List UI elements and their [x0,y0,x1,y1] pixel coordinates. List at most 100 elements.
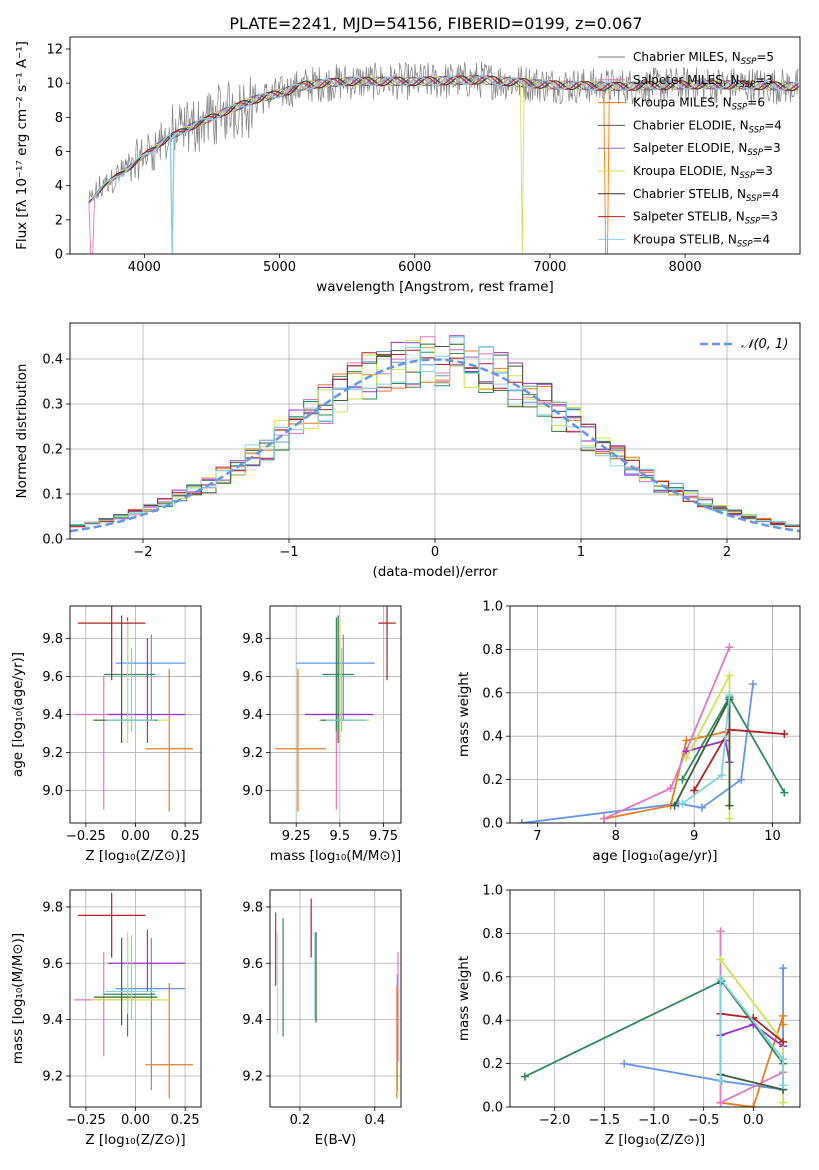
weight-marker [520,1072,529,1081]
tick-label-x: −2 [133,545,152,560]
weight-marker [716,955,725,964]
axes-frame [509,889,801,1108]
weight-marker [716,1098,725,1107]
tick-label-y: 0.6 [482,970,503,985]
panel-weight_vs_age: 7 8 9 10 0.0 0.2 0.4 0.6 0.8 1.0 age [log₁₀(age/yr… [456,600,801,864]
weight-marker [682,736,691,745]
y-axis-label: age [log₁₀(age/yr)] [10,652,26,777]
tick-label-y: 0.2 [42,443,63,458]
weight-marker [620,1059,629,1068]
x-axis-label: age [log₁₀(age/yr)] [592,848,717,864]
tick-label-x: −2.0 [539,1113,571,1128]
legend-label: Kroupa ELODIE, NSSP=3 [633,164,773,181]
tick-label-x: 8000 [669,260,702,275]
tick-label-y: 9.8 [42,900,63,915]
tick-label-y: 0.3 [42,398,63,413]
legend-label: Salpeter ELODIE, NSSP=3 [633,141,781,158]
weight-marker [779,1055,788,1064]
legend-label: Chabrier MILES, NSSP=5 [633,50,774,67]
weight-marker [690,786,699,795]
weight-line [603,646,731,820]
tick-label-x: 9.5 [330,829,351,844]
tick-label-y: 1.0 [482,884,503,899]
tick-label-y: 9.0 [242,784,263,799]
tick-label-y: 9.4 [42,1013,63,1028]
weight-marker [716,974,725,983]
tick-label-y: 0.0 [482,817,503,832]
tick-label-x: 0.00 [121,1113,150,1128]
weight-marker [666,784,675,793]
weight-marker [725,643,734,652]
weight-marker [716,927,725,936]
tick-label-y: 0.1 [42,488,63,503]
grid-mass_vs_EBV [270,890,401,1107]
legend-label: Kroupa STELIB, NSSP=4 [633,232,770,249]
weight-marker [779,1098,788,1107]
tick-label-y: 9.2 [42,746,63,761]
panel-mass_vs_Z: −0.25 0.00 0.25 9.2 9.4 9.6 9.8 Z [log₁₀(Z/Z⊙)]… [10,889,202,1148]
weight-line [719,976,784,1086]
model-spectrum-7 [88,75,799,204]
weight-line [521,683,754,823]
weight-marker [748,680,757,689]
y-axis-label: Flux [fλ 10⁻¹⁷ erg cm⁻² s⁻¹ A⁻¹] [14,41,30,250]
tick-label-y: 1.0 [482,600,503,615]
tick-label-x: −1.5 [589,1113,621,1128]
tick-label-x: 0.25 [171,1113,200,1128]
tick-label-x: 0.25 [171,829,200,844]
plot-area-mass_vs_EBV [275,898,399,1099]
weight-marker [716,1076,725,1085]
tick-label-y: 9.2 [242,746,263,761]
x-axis-label: Z [log₁₀(Z/Z⊙)] [85,848,185,864]
tick-label-y: 9.8 [242,900,263,915]
tick-label-y: 0.0 [482,1101,503,1116]
tick-label-x: 10 [764,829,781,844]
panel-mass_vs_EBV: 0.2 0.4 9.2 9.4 9.6 9.8 E(B-V) [242,889,402,1148]
tick-label-y: 9.6 [242,670,263,685]
axes-frame [69,889,202,1108]
tick-label-y: 0.0 [42,533,63,548]
tick-label-y: 9.6 [242,957,263,972]
weight-marker [682,753,691,762]
weight-line [603,731,726,820]
panel-age_vs_Z: −0.25 0.00 0.25 9.0 9.2 9.4 9.6 9.8 Z [log₁₀(Z/Z… [10,605,202,864]
weight-marker [678,775,687,784]
tick-label-x: 5000 [263,260,296,275]
tick-label-y: 9.8 [42,632,63,647]
plot-area-mass_vs_Z [73,892,194,1099]
plot-area-residuals [70,335,800,533]
tick-label-x: 7000 [533,260,566,275]
x-axis-label: Z [log₁₀(Z/Z⊙)] [605,1132,705,1148]
tick-label-y: 4 [55,179,63,194]
grid-mass_vs_Z [70,890,201,1107]
tick-label-x: −0.25 [66,1113,106,1128]
weight-marker [737,775,746,784]
model-spectrum-8 [88,74,799,254]
weight-marker [749,1103,758,1107]
tick-label-y: 0.8 [482,927,503,942]
panel-residuals: −2 −1 0 1 2 0.0 0.1 0.2 0.3 0.4 (data-model)/error… [14,322,801,580]
tick-label-x: 0.00 [121,829,150,844]
tick-label-y: 6 [55,145,63,160]
legend-label: Kroupa MILES, NSSP=6 [633,96,765,113]
tick-label-x: −0.5 [688,1113,720,1128]
weight-marker [678,799,687,808]
panel-weight_vs_Z: −2.0 −1.5 −1.0 −0.5 0.0 0.0 0.2 0.4 0.6 0.8 1.0 Z [… [456,884,801,1148]
grid-age_vs_mass [270,606,401,823]
tick-label-x: −1 [279,545,298,560]
weight-marker [670,801,679,810]
legend-label: Chabrier STELIB, NSSP=4 [633,187,779,204]
tick-label-y: 9.8 [242,632,263,647]
weight-marker [725,801,734,810]
axes-frame [69,322,801,540]
legend-label: Salpeter STELIB, NSSP=3 [633,210,778,227]
panel-age_vs_mass: 9.25 9.5 9.75 9.0 9.2 9.4 9.6 9.8 mass [log₁₀(M/… [242,605,402,864]
plot-area-weight_vs_age [517,643,789,823]
panel-spectrum: 4000 5000 6000 7000 8000 0 2 4 6 8 10 12 wavelength … [14,36,801,295]
weight-marker [725,671,734,680]
weight-line [720,1015,784,1107]
figure-title: PLATE=2241, MJD=54156, FIBERID=0199, z=0… [229,14,642,33]
grid-weight_vs_Z [510,889,800,1108]
x-axis-label: E(B-V) [315,1132,357,1148]
tick-label-x: 0.0 [743,1113,764,1128]
